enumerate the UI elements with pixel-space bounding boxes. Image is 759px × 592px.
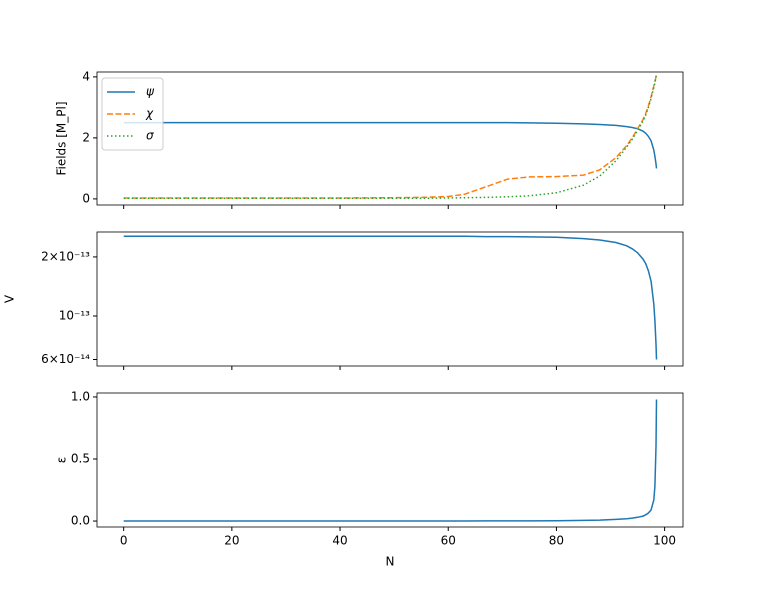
- x-tick-label: 100: [653, 534, 676, 548]
- x-tick-label: 80: [549, 534, 564, 548]
- y-tick-label: 4: [82, 69, 90, 83]
- subplot: 6×10⁻¹⁴ 10⁻¹³ 2×10⁻¹³ V: [3, 231, 684, 370]
- y-tick-label: 0.0: [71, 514, 90, 528]
- y-tick-label: 10⁻¹³: [59, 308, 90, 322]
- y-axis-label: ε: [55, 457, 69, 464]
- x-tick-label: 40: [332, 534, 347, 548]
- legend-label: ψ: [146, 85, 155, 99]
- y-tick-label: 0: [82, 191, 90, 205]
- y-tick-label: 2: [82, 130, 90, 144]
- y-axis-label: V: [3, 294, 17, 303]
- y-tick-label: 6×10⁻¹⁴: [41, 352, 90, 366]
- subplot: 0 2 4 Fields [M_Pl] ψχσ: [55, 69, 684, 209]
- line: [123, 121, 658, 169]
- y-axis-label: Fields [M_Pl]: [55, 101, 69, 175]
- line: [123, 73, 658, 199]
- line: [123, 235, 658, 360]
- axes-frame: [96, 231, 684, 367]
- subplot: 0 20 40 60 80 100 0.0 0.5 1.0 ε N: [55, 389, 684, 569]
- line: [123, 73, 658, 200]
- line: [123, 399, 658, 522]
- x-axis-label: N: [386, 555, 395, 569]
- axes-frame: [96, 71, 684, 206]
- x-tick-label: 60: [441, 534, 456, 548]
- x-tick-label: 0: [120, 534, 128, 548]
- legend-label: σ: [146, 129, 154, 143]
- legend-label: χ: [145, 107, 154, 121]
- y-tick-label: 2×10⁻¹³: [41, 249, 90, 263]
- axes-frame: [96, 392, 684, 528]
- y-tick-label: 1.0: [71, 389, 90, 403]
- x-tick-label: 20: [224, 534, 239, 548]
- y-tick-label: 0.5: [71, 452, 90, 466]
